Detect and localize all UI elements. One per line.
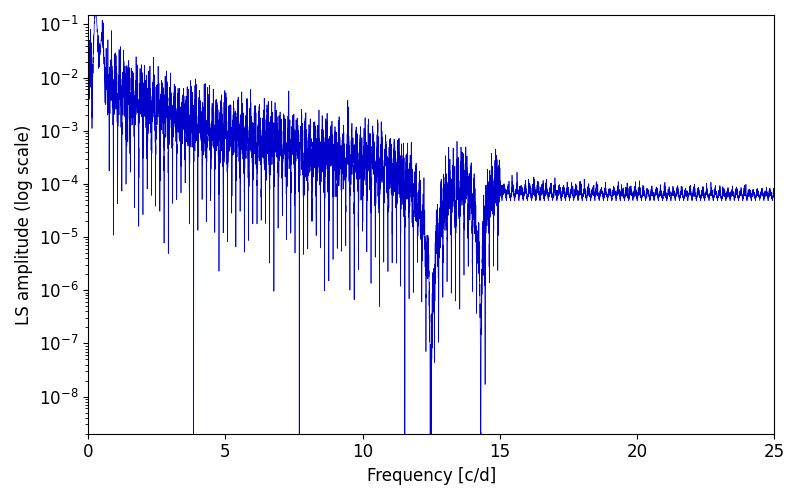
Y-axis label: LS amplitude (log scale): LS amplitude (log scale) — [15, 124, 33, 324]
X-axis label: Frequency [c/d]: Frequency [c/d] — [366, 467, 496, 485]
